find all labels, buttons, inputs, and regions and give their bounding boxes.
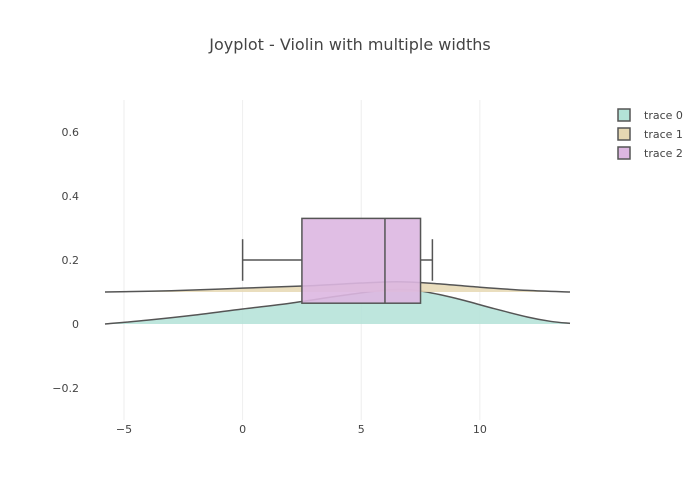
- y-tick-label: 0.2: [62, 254, 80, 267]
- y-tick-label: 0.4: [62, 190, 80, 203]
- legend-label: trace 2: [644, 147, 683, 160]
- legend-item[interactable]: trace 1: [617, 127, 683, 141]
- x-tick-label: 5: [358, 423, 365, 436]
- x-axis-ticks: −5 0 5 10: [116, 423, 487, 436]
- y-tick-label: 0: [72, 318, 79, 331]
- x-tick-label: −5: [116, 423, 132, 436]
- legend[interactable]: trace 0 trace 1 trace 2: [617, 108, 683, 160]
- x-tick-label: 10: [473, 423, 487, 436]
- legend-label: trace 1: [644, 128, 683, 141]
- legend-swatch: [617, 127, 631, 141]
- box-body: [301, 217, 422, 304]
- legend-item[interactable]: trace 0: [617, 108, 683, 122]
- chart-title: Joyplot - Violin with multiple widths: [208, 35, 490, 54]
- legend-label: trace 0: [644, 109, 683, 122]
- y-tick-label: 0.6: [62, 126, 80, 139]
- plot-area[interactable]: [104, 217, 571, 325]
- box-trace-2[interactable]: [241, 217, 434, 304]
- y-axis-ticks: −0.2 0 0.2 0.4 0.6: [52, 126, 79, 395]
- x-tick-label: 0: [239, 423, 246, 436]
- legend-item[interactable]: trace 2: [617, 146, 683, 160]
- legend-swatch: [617, 146, 631, 160]
- y-tick-label: −0.2: [52, 382, 79, 395]
- legend-swatch: [617, 108, 631, 122]
